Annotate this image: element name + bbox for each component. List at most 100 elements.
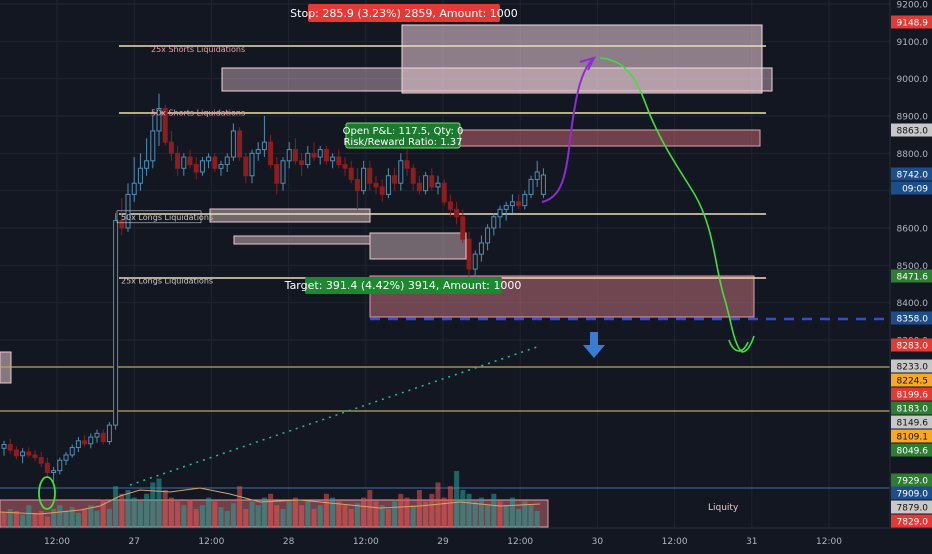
candle [20,448,26,464]
candle-body-down [441,182,447,203]
volume-bar [522,501,528,528]
volume-bar [423,501,429,528]
candle-body-up [57,459,63,472]
candle-body-down [354,178,360,192]
price-tag-text: 7929.0 [897,477,929,487]
volume-bar [311,509,317,528]
candle [75,437,81,452]
candle [106,422,112,445]
candle [51,466,57,482]
price-tag-text: 8233.0 [897,363,929,373]
price-tag-bg [891,359,932,373]
candle-body-down [299,160,305,166]
candle-body-up [94,432,100,438]
level-label: 50x Shorts Liquidations [151,108,245,117]
volume-bar [75,512,81,528]
time-tick-label: 27 [128,537,139,547]
volume-bar [509,497,515,528]
volume-bar [38,510,44,528]
candle-body-down [274,164,280,184]
volume-bar [156,478,162,528]
candle [82,435,88,447]
volume-bar [416,490,422,528]
price-tick-label: 8400.0 [897,299,929,309]
time-axis[interactable] [0,527,932,550]
price-tag-bg [891,167,932,181]
candle-body-down [212,156,218,169]
time-tick-label: 12:00 [662,537,688,547]
time-labels: 12:00 27 12:00 28 12:00 29 12:00 30 12:00 31 12:00 [44,537,842,547]
candle-body-down [454,208,460,218]
candle-body-down [187,156,193,166]
volume-bar [454,471,460,528]
candle-body-up [249,152,255,177]
level-labels: 25x Shorts Liquidations 50x Shorts Liquid… [116,45,245,285]
volume-ma-line [0,487,541,515]
candle [286,142,292,169]
volume-bar [280,509,286,528]
candle-body-down [292,149,298,162]
volume-bar [131,497,137,528]
candle [379,179,385,202]
candle [26,447,32,458]
volume-bar [336,501,342,528]
volume-bar [187,499,193,528]
candle-body-down [342,164,348,169]
volume-bar [199,505,205,528]
candle-body-up [156,108,162,132]
candle-body-down [429,175,435,188]
candle-body-down [367,167,373,184]
volume-bar [224,510,230,528]
candle-body-down [404,160,410,169]
candle-body-up [137,167,143,184]
volume-bar [94,510,100,528]
volume-bar [503,505,509,528]
candle-body-up [491,216,497,229]
candle [32,450,38,462]
candle [268,134,274,169]
volume-bar [261,497,267,528]
candle-body-down [100,432,106,443]
volume-bar [330,497,336,528]
candle-body-up [150,130,156,162]
candle [38,452,44,467]
volume-bar [497,501,503,528]
horizontal-levels [0,45,890,489]
price-tag-text: 8149.6 [897,419,929,429]
candle [206,153,212,169]
candle [69,444,75,458]
volume-bar [100,499,106,528]
price-tag-text: 8358.0 [897,315,929,325]
volume-bar [373,501,379,528]
volume-bar [534,510,540,528]
price-tag: 8199.6 [891,387,932,401]
stop-banner-text: Stop: 285.9 (3.23%) 2859, Amount: 1000 [290,7,518,20]
candle-body-down [268,141,274,166]
price-tag-bg [891,514,932,528]
candle-body-up [224,156,230,166]
candle [156,93,162,146]
candle-body-up [472,253,478,270]
price-tag-text: 8283.0 [897,342,929,352]
candle-body-up [131,182,137,195]
volume-bar [466,493,472,528]
price-tag-bg [891,401,932,415]
candle-body-up [330,156,336,162]
time-tick-label: 12:00 [198,537,224,547]
price-tag-text: 7879.0 [897,504,929,514]
price-tag-bg [891,387,932,401]
candle-body-up [540,174,546,195]
candle [348,160,354,184]
candle-body-down [162,108,168,143]
volume-bars [1,471,540,528]
candle [131,157,137,202]
price-tag-bg [891,415,932,429]
candle-body-down [410,167,416,184]
candle-body-up [230,130,236,158]
price-tag: 7829.0 [891,514,932,528]
candle-body-up [522,193,528,207]
price-tag: 8109.1 [891,429,932,443]
level-label: 25x Longs Liquidations [121,276,213,285]
